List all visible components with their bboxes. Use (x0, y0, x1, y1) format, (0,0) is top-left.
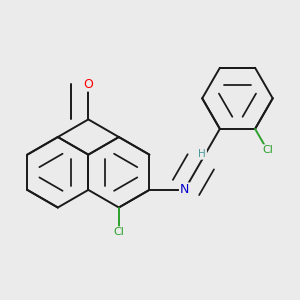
Text: Cl: Cl (113, 227, 124, 237)
Text: O: O (83, 78, 93, 91)
Text: H: H (198, 149, 206, 159)
Text: N: N (180, 183, 189, 196)
Text: Cl: Cl (262, 145, 273, 155)
